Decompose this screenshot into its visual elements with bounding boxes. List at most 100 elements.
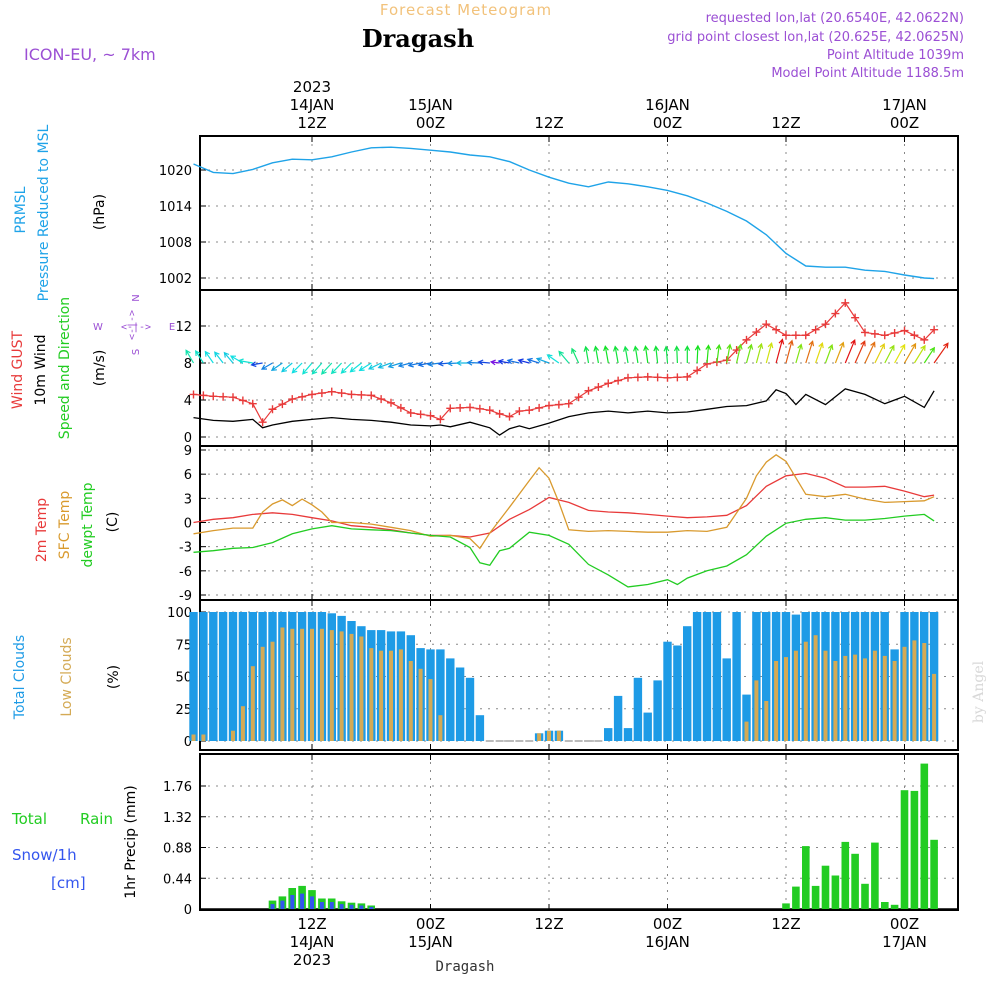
low-cloud-bar bbox=[902, 646, 907, 741]
total-cloud-bar bbox=[712, 612, 722, 741]
precip-bar bbox=[930, 839, 938, 909]
wind-arrow bbox=[673, 345, 680, 364]
gust-marker bbox=[554, 400, 563, 409]
wind-arrow bbox=[270, 362, 283, 372]
precip-bar bbox=[881, 902, 889, 909]
precip-bar bbox=[890, 904, 899, 909]
low-cloud-bar bbox=[843, 655, 848, 741]
total-cloud-bar bbox=[762, 612, 771, 741]
gust-marker bbox=[219, 392, 228, 401]
total-clouds-label: Total Clouds bbox=[12, 635, 28, 720]
low-cloud-bar bbox=[823, 650, 828, 741]
y-tick-label: 12 bbox=[175, 320, 192, 335]
top-time-label: 00Z bbox=[416, 114, 445, 132]
wind-arrow bbox=[330, 362, 343, 375]
gust-marker bbox=[406, 408, 415, 417]
precip-bar bbox=[900, 790, 909, 909]
low-cloud-bar bbox=[260, 646, 265, 741]
y-tick-label: 8 bbox=[184, 357, 192, 372]
wind-arrow bbox=[694, 344, 701, 364]
precip-total-label: Total bbox=[11, 810, 47, 828]
snow-bar bbox=[319, 902, 324, 909]
y-tick-label: 0 bbox=[184, 735, 192, 750]
gust-marker bbox=[238, 396, 247, 405]
snow-bar bbox=[290, 895, 295, 909]
total-cloud-bar bbox=[475, 715, 485, 741]
gust-marker bbox=[801, 331, 810, 340]
gust-marker bbox=[624, 373, 632, 382]
wind-arrow bbox=[844, 339, 856, 364]
low-cloud-bar bbox=[398, 649, 403, 741]
bottom-time-label: 15JAN bbox=[408, 933, 453, 951]
low-cloud-bar bbox=[240, 706, 245, 741]
wind-arrow bbox=[824, 343, 834, 364]
total-cloud-bar bbox=[663, 641, 672, 741]
panel-1: 0 4 8 12 bbox=[175, 289, 959, 447]
top-time-label: 00Z bbox=[890, 114, 919, 132]
wind-arrow bbox=[705, 344, 712, 364]
gust-marker bbox=[594, 383, 603, 392]
gust-marker bbox=[930, 325, 939, 334]
pressure-label-2: Pressure Reduced to MSL bbox=[36, 124, 52, 301]
wind-arrow bbox=[526, 357, 540, 364]
low-cloud-bar bbox=[872, 650, 877, 741]
low-cloud-bar bbox=[833, 661, 838, 741]
precip-bar bbox=[871, 842, 879, 909]
wind-arrow bbox=[775, 338, 785, 364]
gust-marker bbox=[782, 331, 790, 340]
compass-n: N bbox=[131, 294, 142, 301]
y-tick-label: 100 bbox=[167, 606, 192, 621]
bottom-time-label: 00Z bbox=[653, 915, 682, 933]
wind-arrow bbox=[407, 361, 421, 368]
wind-arrow bbox=[506, 358, 520, 365]
wind-arrow bbox=[387, 362, 402, 369]
precip-bar bbox=[841, 841, 850, 909]
total-cloud-bar bbox=[199, 612, 208, 741]
gust-marker bbox=[327, 387, 336, 396]
low-cloud-bar bbox=[359, 636, 364, 741]
top-time-label: 14JAN bbox=[290, 96, 335, 114]
y-tick-label: 6 bbox=[184, 468, 192, 483]
gust-marker bbox=[446, 404, 455, 413]
precip-bar bbox=[831, 875, 840, 909]
total-cloud-bar bbox=[673, 645, 682, 741]
gust-marker bbox=[317, 389, 326, 398]
low-cloud-bar bbox=[310, 628, 314, 741]
y-tick-label: -9 bbox=[179, 589, 192, 604]
info-line-3: Point Altitude 1039m bbox=[827, 48, 964, 63]
y-tick-label: 1008 bbox=[159, 236, 192, 251]
wind-arrow bbox=[195, 349, 204, 364]
wind-arrow bbox=[715, 343, 722, 364]
wind-arrow bbox=[377, 362, 392, 369]
low-cloud-bar bbox=[329, 630, 334, 741]
wind-arrow bbox=[643, 344, 649, 364]
bottom-time-label: 16JAN bbox=[645, 933, 690, 951]
wind-unit: (m/s) bbox=[92, 350, 108, 387]
gust-marker bbox=[515, 407, 524, 416]
low-cloud-bar bbox=[270, 641, 275, 741]
gust-marker bbox=[347, 390, 356, 399]
wind-arrow bbox=[633, 345, 639, 364]
gust-marker bbox=[535, 403, 544, 412]
low-cloud-bar bbox=[428, 679, 433, 741]
low-cloud-bar bbox=[191, 734, 196, 741]
gust-marker bbox=[436, 415, 445, 424]
wind-arrow bbox=[497, 358, 510, 365]
total-cloud-bar bbox=[732, 612, 741, 741]
low-cloud-bar bbox=[389, 650, 393, 741]
top-time-label: 12Z bbox=[771, 114, 800, 132]
wind-arrow bbox=[250, 361, 263, 368]
gust-marker bbox=[821, 320, 830, 329]
low-cloud-bar bbox=[319, 628, 324, 741]
gust-marker bbox=[485, 406, 494, 415]
bottom-time-label: 14JAN bbox=[290, 933, 335, 951]
wind-arrow bbox=[913, 344, 926, 364]
y-tick-label: -3 bbox=[179, 541, 192, 556]
gust-marker bbox=[604, 379, 613, 388]
precip-bar bbox=[811, 885, 820, 909]
wind-arrow bbox=[281, 362, 293, 373]
low-cloud-bar bbox=[793, 650, 798, 741]
bottom-time-label: 00Z bbox=[890, 915, 919, 933]
wind-arrow bbox=[427, 361, 441, 367]
gust-marker bbox=[337, 389, 346, 398]
